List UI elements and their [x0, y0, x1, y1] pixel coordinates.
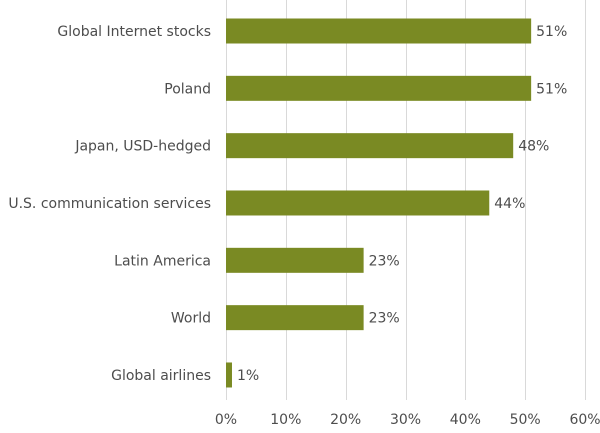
x-tick-label: 60% [569, 412, 600, 428]
category-label: Global airlines [111, 368, 211, 384]
value-label: 51% [536, 81, 567, 97]
category-label: Poland [164, 81, 211, 97]
x-tick-label: 40% [450, 412, 481, 428]
value-labels: 51% 51% 48% 44% 23% 23% 1% [237, 24, 567, 384]
x-tick-label: 50% [510, 412, 541, 428]
x-tick-label: 10% [270, 412, 301, 428]
x-axis-tick-labels: 0% 10% 20% 30% 40% 50% 60% [215, 412, 600, 428]
category-label: World [171, 311, 211, 327]
category-label: Japan, USD-hedged [74, 139, 211, 155]
x-tick-label: 0% [215, 412, 237, 428]
category-label: U.S. communication services [8, 196, 211, 212]
value-label: 51% [536, 24, 567, 40]
bar [226, 133, 514, 159]
category-labels: Global Internet stocks Poland Japan, USD-h… [8, 24, 211, 384]
bar [226, 247, 364, 273]
bar [226, 18, 532, 44]
x-tick-label: 20% [330, 412, 361, 428]
bar [226, 305, 364, 331]
category-label: Latin America [114, 253, 211, 269]
value-label: 23% [369, 253, 400, 269]
bar [226, 190, 490, 216]
value-label: 1% [237, 368, 259, 384]
x-tick-label: 30% [390, 412, 421, 428]
category-label: Global Internet stocks [57, 24, 211, 40]
bar [226, 362, 232, 388]
value-label: 48% [518, 139, 549, 155]
value-label: 23% [369, 311, 400, 327]
bars [226, 18, 532, 388]
value-label: 44% [494, 196, 525, 212]
bar [226, 75, 532, 101]
